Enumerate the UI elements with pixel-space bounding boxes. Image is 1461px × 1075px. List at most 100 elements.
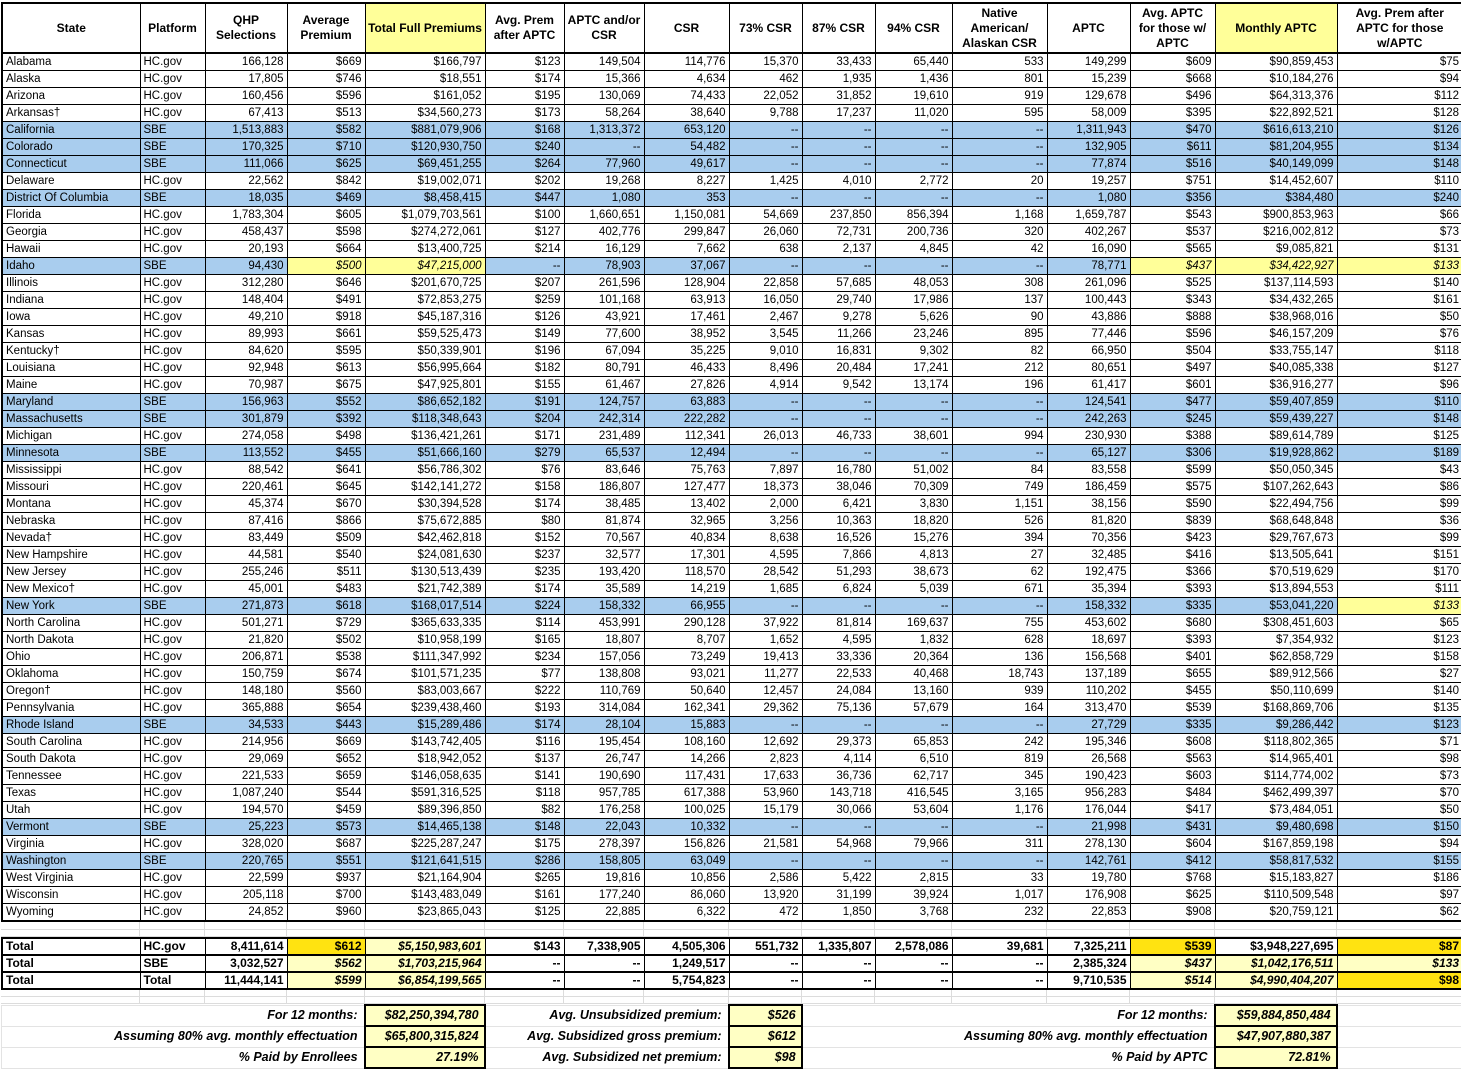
cell-monthly_aptc[interactable]: $616,613,210 <box>1215 122 1337 139</box>
cell-csr_94[interactable]: -- <box>875 411 952 428</box>
cell-avg_aptc_with[interactable]: $393 <box>1130 632 1215 649</box>
cell-csr[interactable]: 117,431 <box>644 768 729 785</box>
cell-avg_aptc_with[interactable]: $470 <box>1130 122 1215 139</box>
cell-total_full_premiums[interactable]: $118,348,643 <box>365 411 485 428</box>
cell-avg_prem_after_aptc_with[interactable]: $71 <box>1337 734 1461 751</box>
cell-qhp_selections[interactable]: 301,879 <box>205 411 287 428</box>
cell-qhp_selections[interactable]: 3,032,527 <box>205 955 287 972</box>
cell-total_full_premiums[interactable]: $142,141,272 <box>365 479 485 496</box>
cell-monthly_aptc[interactable]: $107,262,643 <box>1215 479 1337 496</box>
cell-csr[interactable]: 17,301 <box>644 547 729 564</box>
cell-csr[interactable]: 118,570 <box>644 564 729 581</box>
cell-average_premium[interactable]: $552 <box>287 394 365 411</box>
cell-aptc[interactable]: 137,189 <box>1047 666 1130 683</box>
cell-platform[interactable]: SBE <box>140 598 205 615</box>
cell-state[interactable]: Ohio <box>2 649 140 666</box>
cell-csr_73[interactable]: 2,000 <box>729 496 802 513</box>
cell-qhp_selections[interactable]: 45,374 <box>205 496 287 513</box>
cell-native_american_alaskan_csr[interactable]: -- <box>952 955 1047 972</box>
cell-average_premium[interactable]: $582 <box>287 122 365 139</box>
cell-aptc[interactable]: 81,820 <box>1047 513 1130 530</box>
cell-csr_87[interactable]: 57,685 <box>802 275 875 292</box>
cell-platform[interactable]: HC.gov <box>140 683 205 700</box>
cell-aptc_and_or_csr[interactable]: 149,504 <box>564 53 644 71</box>
cell-aptc_and_or_csr[interactable]: 186,807 <box>564 479 644 496</box>
cell-csr_87[interactable]: 4,595 <box>802 632 875 649</box>
cell-monthly_aptc[interactable]: $34,422,927 <box>1215 258 1337 275</box>
cell-average_premium[interactable]: $664 <box>287 241 365 258</box>
cell-state[interactable]: New Hampshire <box>2 547 140 564</box>
footer-value[interactable]: $59,884,850,484 <box>1215 1005 1337 1026</box>
cell-csr[interactable]: 7,662 <box>644 241 729 258</box>
cell-avg_aptc_with[interactable]: $455 <box>1130 683 1215 700</box>
cell-csr[interactable]: 74,433 <box>644 88 729 105</box>
cell-aptc_and_or_csr[interactable]: 130,069 <box>564 88 644 105</box>
cell-csr_87[interactable]: -- <box>802 717 875 734</box>
cell-state[interactable]: Massachusetts <box>2 411 140 428</box>
cell-avg_prem_after_aptc[interactable]: $240 <box>485 139 564 156</box>
cell-native_american_alaskan_csr[interactable]: 895 <box>952 326 1047 343</box>
cell-avg_prem_after_aptc_with[interactable]: $148 <box>1337 411 1461 428</box>
cell-avg_prem_after_aptc[interactable]: $447 <box>485 190 564 207</box>
cell-qhp_selections[interactable]: 501,271 <box>205 615 287 632</box>
cell-aptc_and_or_csr[interactable]: 402,776 <box>564 224 644 241</box>
cell-csr_73[interactable]: 22,858 <box>729 275 802 292</box>
cell-csr_87[interactable]: 16,780 <box>802 462 875 479</box>
cell-avg_aptc_with[interactable]: $514 <box>1130 972 1215 989</box>
cell-total_full_premiums[interactable]: $75,672,885 <box>365 513 485 530</box>
cell-avg_aptc_with[interactable]: $437 <box>1130 258 1215 275</box>
cell-csr_87[interactable]: 2,137 <box>802 241 875 258</box>
cell-native_american_alaskan_csr[interactable]: -- <box>952 394 1047 411</box>
cell-platform[interactable]: HC.gov <box>140 207 205 224</box>
cell-native_american_alaskan_csr[interactable]: 749 <box>952 479 1047 496</box>
cell-native_american_alaskan_csr[interactable]: 39,681 <box>952 938 1047 955</box>
cell-avg_aptc_with[interactable]: $477 <box>1130 394 1215 411</box>
cell-aptc[interactable]: 9,710,535 <box>1047 972 1130 989</box>
cell-monthly_aptc[interactable]: $462,499,397 <box>1215 785 1337 802</box>
cell-total_full_premiums[interactable]: $45,187,316 <box>365 309 485 326</box>
cell-csr_73[interactable]: 15,179 <box>729 802 802 819</box>
cell-csr_94[interactable]: 11,020 <box>875 105 952 122</box>
cell-avg_prem_after_aptc_with[interactable]: $70 <box>1337 785 1461 802</box>
cell-average_premium[interactable]: $573 <box>287 819 365 836</box>
cell-aptc[interactable]: 192,475 <box>1047 564 1130 581</box>
cell-aptc[interactable]: 278,130 <box>1047 836 1130 853</box>
cell-csr_94[interactable]: 4,845 <box>875 241 952 258</box>
cell-csr[interactable]: 93,021 <box>644 666 729 683</box>
cell-avg_prem_after_aptc_with[interactable]: $73 <box>1337 224 1461 241</box>
cell-csr_73[interactable]: 7,897 <box>729 462 802 479</box>
cell-aptc_and_or_csr[interactable]: 22,885 <box>564 904 644 922</box>
cell-average_premium[interactable]: $540 <box>287 547 365 564</box>
cell-qhp_selections[interactable]: 166,128 <box>205 53 287 71</box>
cell-csr_73[interactable]: 15,370 <box>729 53 802 71</box>
cell-aptc_and_or_csr[interactable]: 16,129 <box>564 241 644 258</box>
cell-monthly_aptc[interactable]: $40,149,099 <box>1215 156 1337 173</box>
cell-csr[interactable]: 1,150,081 <box>644 207 729 224</box>
cell-csr_73[interactable]: 19,413 <box>729 649 802 666</box>
cell-avg_aptc_with[interactable]: $543 <box>1130 207 1215 224</box>
cell-platform[interactable]: HC.gov <box>140 904 205 922</box>
cell-csr_73[interactable]: -- <box>729 258 802 275</box>
cell-avg_aptc_with[interactable]: $395 <box>1130 105 1215 122</box>
cell-aptc_and_or_csr[interactable]: 80,791 <box>564 360 644 377</box>
cell-native_american_alaskan_csr[interactable]: 164 <box>952 700 1047 717</box>
cell-total_full_premiums[interactable]: $121,641,515 <box>365 853 485 870</box>
cell-state[interactable]: Maine <box>2 377 140 394</box>
footer-value[interactable]: $98 <box>729 1047 802 1068</box>
cell-avg_aptc_with[interactable]: $680 <box>1130 615 1215 632</box>
cell-average_premium[interactable]: $670 <box>287 496 365 513</box>
cell-platform[interactable]: HC.gov <box>140 343 205 360</box>
cell-avg_prem_after_aptc[interactable]: $174 <box>485 581 564 598</box>
cell-avg_aptc_with[interactable]: $525 <box>1130 275 1215 292</box>
cell-csr_87[interactable]: 16,526 <box>802 530 875 547</box>
cell-csr_73[interactable]: 9,788 <box>729 105 802 122</box>
cell-state[interactable]: District Of Columbia <box>2 190 140 207</box>
cell-state[interactable]: Florida <box>2 207 140 224</box>
cell-platform[interactable]: HC.gov <box>140 700 205 717</box>
cell-csr_73[interactable]: 1,425 <box>729 173 802 190</box>
cell-csr[interactable]: 162,341 <box>644 700 729 717</box>
cell-total_full_premiums[interactable]: $86,652,182 <box>365 394 485 411</box>
cell-csr_87[interactable]: -- <box>802 972 875 989</box>
cell-aptc[interactable]: 100,443 <box>1047 292 1130 309</box>
cell-average_premium[interactable]: $866 <box>287 513 365 530</box>
